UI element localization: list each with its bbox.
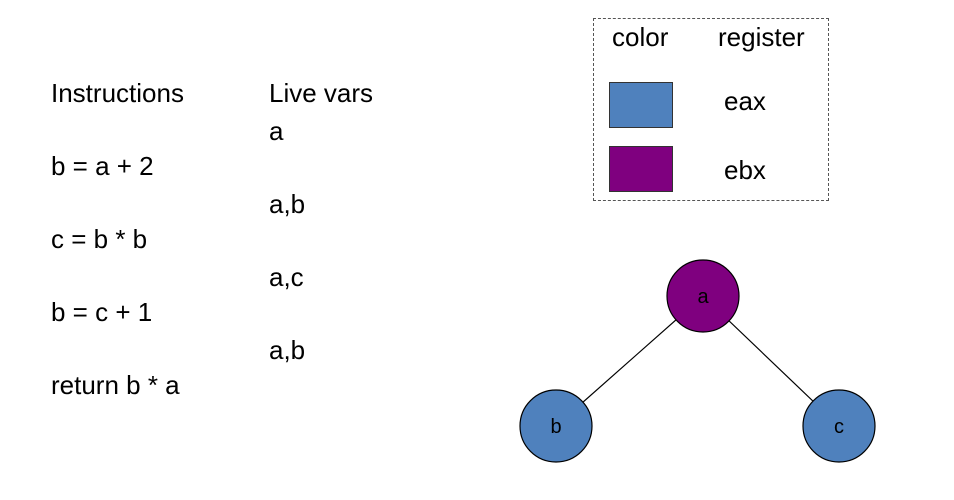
live-vars-header: Live vars xyxy=(269,78,374,108)
instructions-header: Instructions xyxy=(51,78,184,108)
node-a-label: a xyxy=(697,286,709,308)
live-vars-2: a,b xyxy=(269,189,306,219)
legend-register-header: register xyxy=(718,22,805,52)
legend-color-header: color xyxy=(612,22,669,52)
legend-swatch-ebx xyxy=(609,146,673,192)
instruction-1: b = a + 2 xyxy=(51,151,154,181)
node-c-label: c xyxy=(834,416,844,438)
graph-node-a: a xyxy=(666,259,740,333)
live-vars-3: a,c xyxy=(269,262,304,292)
live-vars-4: a,b xyxy=(269,335,306,365)
node-b-label: b xyxy=(550,416,561,438)
graph-node-b: b xyxy=(519,389,593,463)
node-c-circle xyxy=(802,389,876,463)
legend-register-ebx: ebx xyxy=(724,155,766,185)
color-register-legend xyxy=(593,18,829,201)
legend-register-eax: eax xyxy=(724,86,766,116)
node-b-circle xyxy=(519,389,593,463)
legend-swatch-eax xyxy=(609,82,673,128)
instruction-2: c = b * b xyxy=(51,224,148,254)
graph-node-c: c xyxy=(802,389,876,463)
instruction-3: b = c + 1 xyxy=(51,297,153,327)
live-vars-1: a xyxy=(269,116,284,146)
node-a-circle xyxy=(666,259,740,333)
instruction-4: return b * a xyxy=(51,370,180,400)
